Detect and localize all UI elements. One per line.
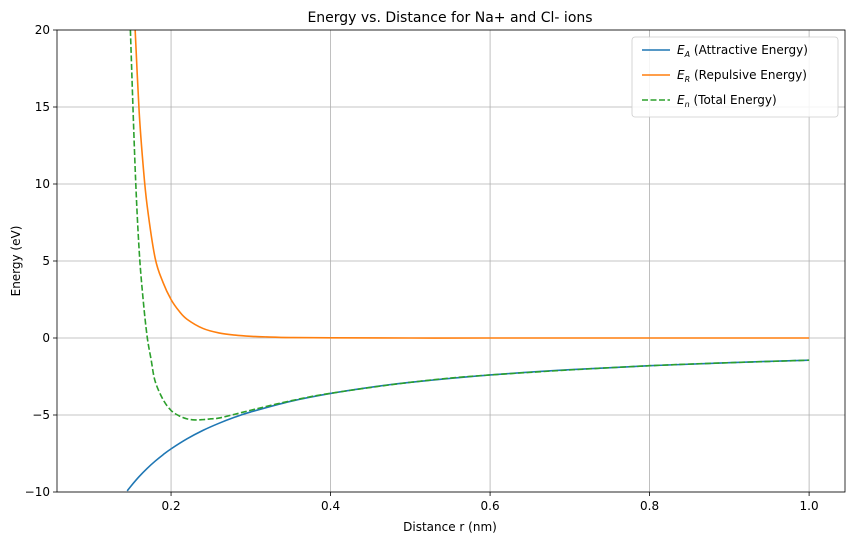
x-tick-label: 0.8 [640, 499, 659, 513]
series-line-repulsive [134, 30, 810, 339]
y-tick-label: 5 [42, 254, 50, 268]
y-axis-ticks: −10 −5 0 5 10 15 20 [25, 23, 57, 499]
series-line-total [129, 30, 810, 421]
x-tick-label: 0.2 [162, 499, 181, 513]
y-tick-label: 10 [35, 177, 50, 191]
legend-label-total: En (Total Energy) [677, 93, 777, 109]
legend-box [631, 36, 839, 118]
y-tick-label: 0 [42, 331, 50, 345]
legend: EA (Attractive Energy) ER (Repulsive Ener… [631, 36, 839, 118]
x-tick-label: 1.0 [800, 499, 819, 513]
series-line-attractive [126, 359, 810, 492]
x-axis-ticks: 0.2 0.4 0.6 0.8 1.0 [162, 492, 819, 513]
y-tick-label: −10 [25, 485, 50, 499]
y-tick-label: −5 [32, 408, 50, 422]
legend-label-attractive: EA (Attractive Energy) [677, 43, 808, 59]
x-tick-label: 0.6 [481, 499, 500, 513]
y-axis-label: Energy (eV) [9, 226, 23, 297]
chart-title: Energy vs. Distance for Na+ and Cl- ions [307, 10, 592, 26]
x-axis-label: Distance r (nm) [403, 520, 497, 534]
y-tick-label: 15 [35, 100, 50, 114]
x-tick-label: 0.4 [321, 499, 340, 513]
plot-area [126, 30, 810, 492]
legend-label-repulsive: ER (Repulsive Energy) [677, 68, 807, 84]
y-tick-label: 20 [35, 23, 50, 37]
